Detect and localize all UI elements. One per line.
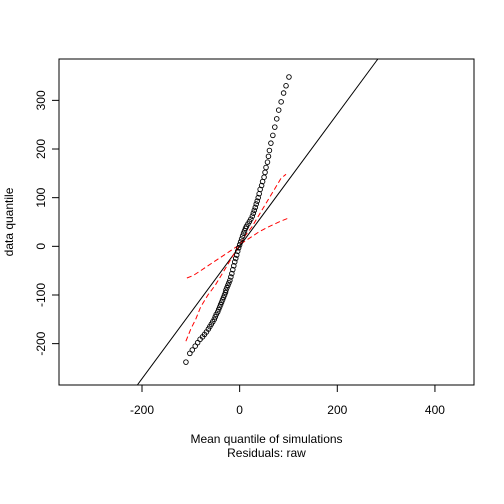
data-point: [219, 297, 226, 303]
data-point: [218, 299, 225, 306]
data-point: [230, 266, 236, 273]
y-tick-label: -100: [34, 283, 48, 307]
data-point: [221, 292, 228, 298]
x-tick-label: -200: [130, 403, 154, 417]
data-point: [225, 282, 231, 289]
data-point: [272, 124, 278, 130]
data-point: [238, 236, 245, 242]
data-point: [229, 270, 235, 277]
data-point: [254, 198, 260, 204]
data-point: [264, 159, 271, 165]
data-point: [220, 294, 227, 301]
data-point: [216, 304, 223, 310]
axis-ticks: -200 0 200 400 -200 -100 0 100 200 300: [34, 90, 445, 417]
data-points: [183, 74, 292, 365]
reference-line: [136, 58, 379, 386]
plot-frame: [58, 58, 475, 386]
data-point: [255, 194, 261, 201]
data-point: [286, 74, 292, 80]
data-point: [183, 359, 189, 365]
data-point: [217, 301, 224, 308]
y-tick-label: -200: [34, 331, 48, 355]
y-axis-label: data quantile: [2, 187, 16, 256]
y-tick-label: 100: [34, 187, 48, 207]
data-point: [270, 132, 276, 139]
y-tick-label: 0: [34, 243, 48, 250]
data-point: [283, 83, 289, 89]
data-point: [268, 140, 274, 146]
data-point: [235, 245, 242, 251]
data-point: [251, 207, 258, 214]
data-point: [278, 99, 284, 105]
data-point: [189, 347, 196, 353]
data-point: [263, 164, 269, 171]
data-point: [232, 255, 239, 262]
data-point: [280, 90, 287, 96]
data-point: [262, 169, 268, 176]
data-point: [231, 263, 237, 269]
data-point: [227, 277, 233, 284]
data-point: [240, 230, 247, 236]
x-tick-label: 200: [327, 403, 347, 417]
data-point: [275, 107, 282, 113]
data-point: [212, 314, 218, 320]
x-tick-label: 400: [425, 403, 445, 417]
data-point: [248, 216, 254, 222]
data-point: [222, 289, 229, 296]
data-point: [215, 306, 222, 313]
data-point: [232, 259, 238, 265]
y-tick-label: 200: [34, 139, 48, 159]
reference-line-layer: [136, 58, 379, 386]
data-point: [266, 147, 273, 154]
data-point: [224, 284, 230, 291]
data-point: [252, 204, 259, 211]
data-point: [249, 213, 256, 219]
y-tick-label: 300: [34, 90, 48, 110]
data-point: [228, 274, 234, 280]
data-point: [253, 201, 259, 207]
data-point: [261, 174, 267, 180]
residuals-label: Residuals: raw: [227, 446, 306, 460]
data-point: [250, 210, 257, 216]
data-point: [237, 239, 244, 245]
data-point: [241, 228, 248, 234]
data-point: [274, 116, 280, 122]
data-point: [223, 287, 229, 293]
data-point: [226, 280, 232, 286]
data-point: [258, 182, 265, 189]
data-point: [236, 242, 243, 248]
data-point: [265, 153, 272, 160]
data-point: [211, 316, 218, 323]
data-point: [214, 309, 221, 315]
envelope-upper-line: [185, 173, 287, 342]
x-tick-label: 0: [236, 403, 243, 417]
data-point: [239, 233, 246, 239]
x-axis-label: Mean quantile of simulations: [190, 432, 342, 446]
data-point: [234, 248, 241, 254]
data-point: [233, 252, 240, 258]
